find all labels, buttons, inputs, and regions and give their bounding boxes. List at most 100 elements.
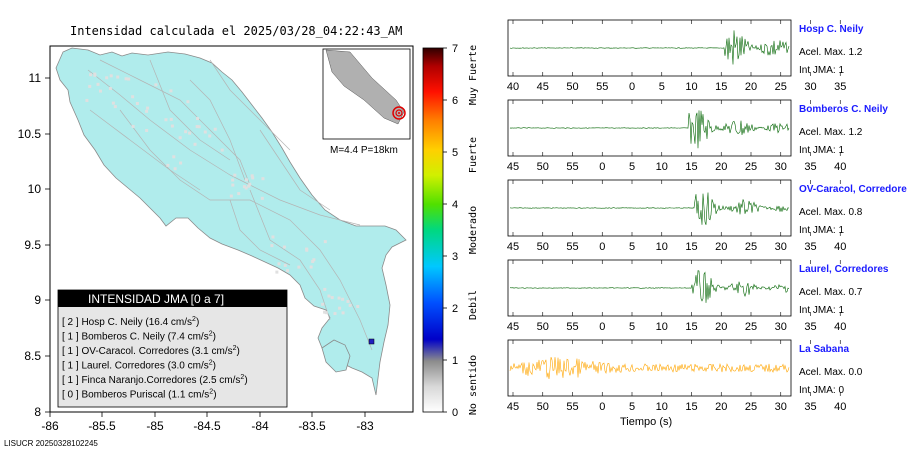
town-marker	[184, 130, 188, 134]
time-tick-label: 45	[507, 321, 519, 333]
colorbar-category: No sentido	[468, 355, 479, 415]
time-tick-label: 0	[629, 81, 635, 93]
station-name: OV-Caracol, Corredore	[799, 184, 907, 195]
time-tick-label: 5	[659, 81, 665, 93]
time-tick-label: 50	[566, 81, 578, 93]
station-int-jma: Int JMA: 1	[799, 225, 845, 236]
legend-item-unit-sup: 2	[209, 331, 213, 338]
station-int-jma: Int JMA: 1	[799, 145, 845, 156]
time-tick-label: 5	[629, 321, 635, 333]
station-acel-max: Acel. Max. 0.7	[799, 287, 863, 298]
time-tick-label: 55	[566, 321, 578, 333]
time-tick-label: 25	[745, 161, 757, 173]
time-tick-label: 35	[804, 321, 816, 333]
colorbar-category: Muy Fuerte	[468, 45, 479, 105]
legend-item-close: )	[213, 390, 216, 401]
time-tick-label: 10	[685, 81, 697, 93]
legend-item-close: )	[213, 332, 216, 343]
legend-item-value: (16.4 cm/s	[145, 317, 192, 328]
inset-label: M=4.4 P=18km	[330, 145, 398, 156]
legend-item-value: (7.4 cm/s	[168, 332, 209, 343]
colorbar-category: Fuerte	[468, 137, 479, 173]
time-tick-label: 30	[775, 321, 787, 333]
lon-tick-label: -85.5	[88, 419, 116, 433]
colorbar-category: Moderado	[468, 206, 479, 254]
station-acel-max: Acel. Max. 0.8	[799, 207, 863, 218]
time-tick-label: 15	[715, 81, 727, 93]
legend-item-unit-sup: 2	[209, 360, 213, 367]
legend-item-level: [ 1 ]	[62, 375, 81, 386]
legend-item-level: [ 0 ]	[62, 390, 81, 401]
time-tick-label: 20	[715, 321, 727, 333]
town-marker	[271, 235, 275, 239]
town-marker	[96, 82, 100, 86]
waveform-trace	[509, 270, 790, 303]
town-marker	[311, 259, 315, 263]
town-marker	[348, 303, 352, 307]
town-marker	[323, 310, 327, 314]
legend-item: [ 1 ] Finca Naranjo.Corredores (2.5 cm/s…	[62, 374, 248, 386]
town-marker	[154, 83, 158, 87]
lat-tick-label: 9	[34, 293, 41, 307]
waveform-trace	[509, 110, 790, 149]
time-tick-label: 30	[775, 401, 787, 413]
legend-item: [ 1 ] Laurel. Corredores (3.0 cm/s2)	[62, 360, 216, 372]
legend-item-value: (3.1 cm/s	[192, 346, 233, 357]
time-tick-label: 55	[566, 401, 578, 413]
town-marker	[131, 124, 135, 128]
time-tick-label: 50	[537, 161, 549, 173]
town-marker	[233, 173, 237, 177]
town-marker	[116, 75, 120, 79]
time-tick-label: 40	[834, 241, 846, 253]
time-tick-label: 20	[715, 241, 727, 253]
seismogram-xlabel: Tiempo (s)	[620, 416, 673, 428]
town-marker	[166, 163, 170, 167]
town-marker	[195, 125, 199, 129]
town-marker	[346, 299, 350, 303]
town-marker	[164, 118, 168, 122]
lon-tick-label: -84	[251, 419, 269, 433]
town-marker	[250, 174, 254, 178]
lat-tick-label: 8.5	[24, 349, 41, 363]
intensity-colorbar	[422, 47, 444, 413]
town-marker	[244, 178, 248, 182]
town-marker	[135, 102, 139, 106]
town-marker	[327, 294, 331, 298]
legend-item-station: OV-Caracol. Corredores	[81, 346, 191, 357]
epicenter-marker	[392, 106, 406, 120]
time-tick-label: 35	[804, 241, 816, 253]
colorbar-tick-label: 7	[452, 43, 458, 55]
time-tick-label: 0	[599, 401, 605, 413]
town-marker	[178, 136, 182, 140]
lon-tick-label: -84.5	[193, 419, 221, 433]
station-int-jma: Int JMA: 0	[799, 385, 845, 396]
lat-tick-label: 8	[34, 405, 41, 419]
station-acel-max: Acel. Max. 1.2	[799, 47, 863, 58]
town-marker	[356, 304, 360, 308]
legend-item-value: (3.0 cm/s	[168, 361, 209, 372]
town-marker	[108, 87, 112, 91]
legend-item-value: (1.1 cm/s	[168, 390, 209, 401]
time-tick-label: 5	[629, 401, 635, 413]
town-marker	[323, 287, 327, 291]
town-marker	[203, 130, 207, 134]
town-marker	[169, 89, 173, 93]
town-marker	[88, 84, 92, 88]
colorbar-tick-label: 5	[452, 147, 458, 159]
time-tick-label: 45	[507, 161, 519, 173]
station-name: Bomberos C. Neily	[799, 104, 888, 115]
legend-item-unit-sup: 2	[192, 316, 196, 323]
town-marker	[251, 176, 255, 180]
time-tick-label: 10	[656, 161, 668, 173]
station-int-jma: Int JMA: 1	[799, 305, 845, 316]
time-tick-label: 40	[834, 161, 846, 173]
station-name: La Sabana	[799, 344, 850, 355]
town-marker	[93, 72, 97, 76]
legend-item: [ 1 ] Bomberos C. Neily (7.4 cm/s2)	[62, 331, 216, 343]
town-marker	[260, 196, 264, 200]
seismogram-panel: 40 45 50 55 0 5 10 15 20 25 30 35	[507, 19, 846, 93]
legend-title: INTENSIDAD JMA [0 a 7]	[88, 292, 224, 306]
time-tick-label: 5	[629, 241, 635, 253]
time-tick-label: 0	[599, 241, 605, 253]
